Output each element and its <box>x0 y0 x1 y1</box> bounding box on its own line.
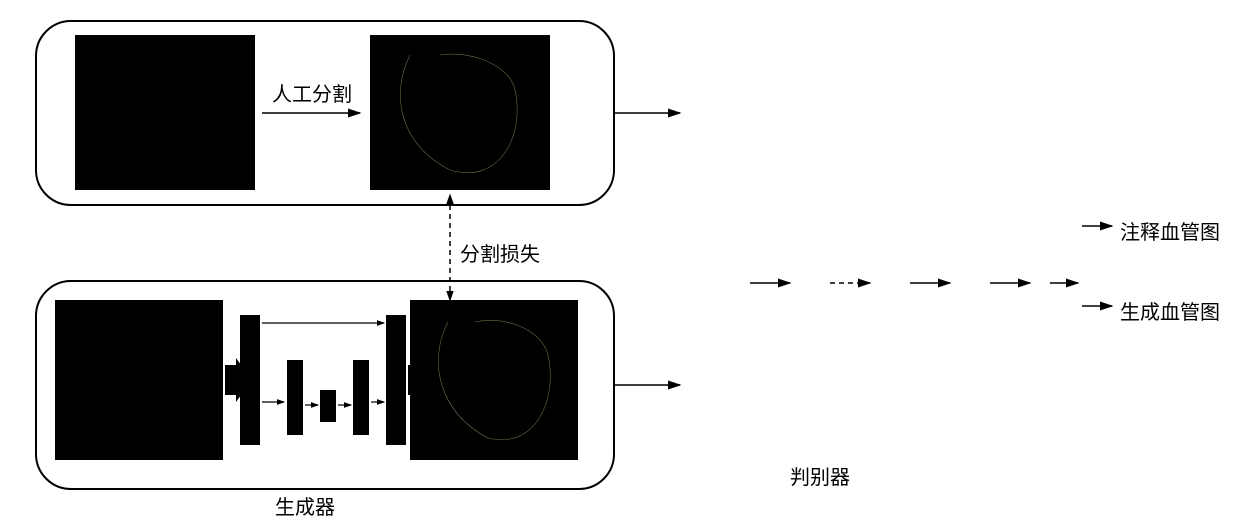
input-retina-image <box>75 35 255 190</box>
manual-segmented-image <box>370 35 550 190</box>
encoder-block-2 <box>287 360 303 435</box>
decoder-block-1 <box>386 315 406 445</box>
generator-label: 生成器 <box>275 491 335 520</box>
discriminator-label: 判别器 <box>790 461 850 490</box>
decoder-block-2 <box>353 360 369 435</box>
manual-segmentation-label: 人工分割 <box>272 78 352 107</box>
segmentation-loss-label: 分割损失 <box>460 238 540 267</box>
bottleneck-block <box>320 390 336 422</box>
generated-map-label: 生成血管图 <box>1120 296 1220 325</box>
generator-input-image <box>55 300 223 460</box>
generator-output-image <box>410 300 578 460</box>
annotated-map-label: 注释血管图 <box>1120 216 1220 245</box>
encoder-block-1 <box>240 315 260 445</box>
